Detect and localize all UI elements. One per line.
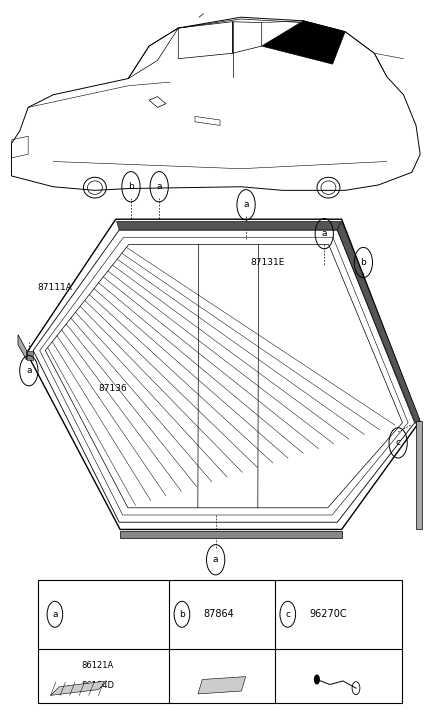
Text: 86121A: 86121A [81, 662, 113, 670]
Polygon shape [117, 222, 341, 230]
Text: a: a [26, 366, 32, 375]
Text: a: a [52, 610, 58, 619]
Polygon shape [198, 677, 246, 694]
Text: a: a [157, 182, 162, 191]
Polygon shape [18, 334, 27, 360]
Text: a: a [213, 555, 218, 564]
Text: 87131E: 87131E [250, 258, 285, 267]
Text: 87864: 87864 [204, 609, 235, 619]
Text: 87136: 87136 [99, 385, 127, 393]
Text: a: a [243, 200, 249, 209]
Text: 96270C: 96270C [309, 609, 347, 619]
Text: c: c [285, 610, 290, 619]
Text: 87111A: 87111A [37, 284, 73, 292]
Polygon shape [120, 531, 341, 538]
Circle shape [314, 675, 320, 685]
Polygon shape [51, 681, 107, 695]
Polygon shape [27, 350, 33, 360]
Polygon shape [415, 421, 422, 529]
Text: c: c [396, 438, 401, 447]
Polygon shape [262, 21, 345, 64]
Text: b: b [179, 610, 185, 619]
Text: b: b [128, 182, 134, 191]
Text: b: b [360, 258, 366, 267]
Polygon shape [337, 222, 420, 425]
Text: a: a [322, 229, 327, 238]
Text: 86124D: 86124D [81, 681, 114, 690]
